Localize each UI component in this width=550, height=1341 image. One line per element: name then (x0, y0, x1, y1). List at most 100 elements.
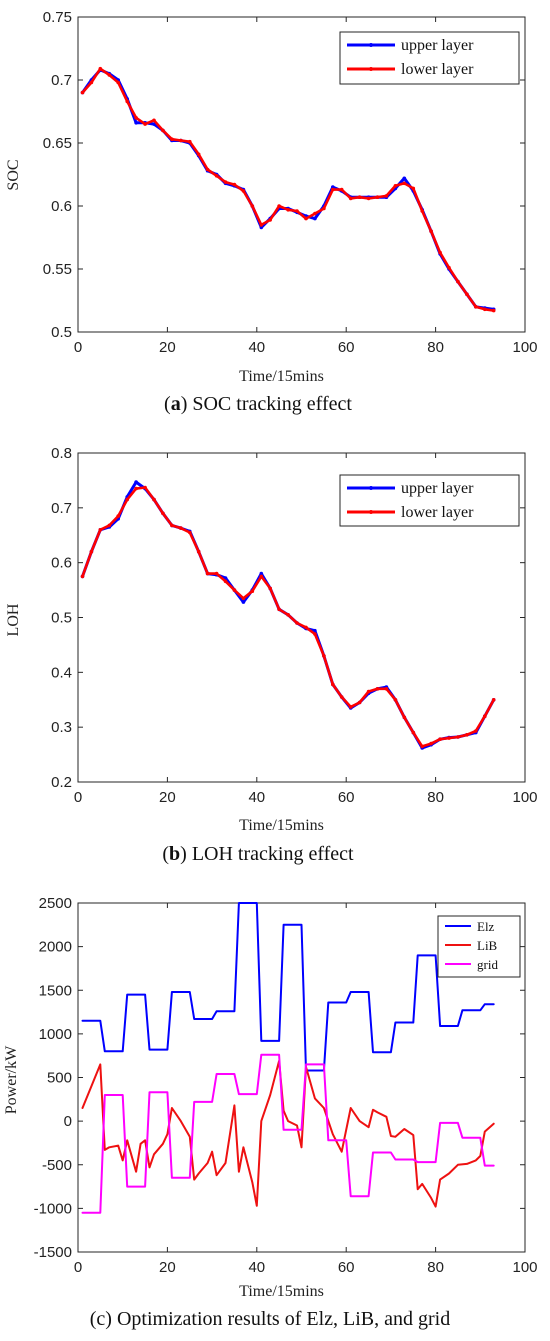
x-axis-label: Time/15mins (239, 1283, 324, 1300)
y-tick-label: 0.5 (51, 610, 72, 627)
caption: (b) LOH tracking effect (162, 843, 354, 865)
series-2-point (89, 549, 94, 554)
y-tick-label: 0.55 (43, 261, 72, 278)
series-2-point (232, 588, 237, 592)
series-2-point (143, 485, 147, 490)
series-2-point (241, 189, 246, 193)
x-axis-label: Time/15mins (239, 368, 324, 385)
series-2-point (116, 514, 120, 518)
series-2-point (89, 80, 94, 85)
series-2-point (250, 204, 255, 208)
series-2-point (491, 698, 496, 702)
series-line-2 (81, 1059, 495, 1208)
series-2-point (179, 526, 183, 530)
series-2-point (268, 586, 273, 591)
legend-label-3: grid (477, 957, 498, 972)
series-2-point (241, 596, 246, 601)
series-2-point (80, 90, 85, 95)
series-2-point (143, 122, 147, 126)
chart-2: 0 20 40 60 80 100 0.2 0.3 0.4 0.5 0.6 0.7 0.8 Time/15… (5, 445, 538, 865)
series-2-point (232, 182, 237, 187)
series-2-point (205, 167, 210, 172)
series-2-point (268, 218, 273, 222)
series-2-point (402, 181, 407, 186)
x-tick-label: 80 (427, 339, 444, 356)
series-2-point (277, 607, 281, 612)
y-tick-label: 0.3 (51, 719, 72, 736)
legend-marker-1 (369, 486, 373, 490)
series-2-point (259, 574, 264, 579)
legend-label-1: Elz (477, 919, 495, 934)
legend-label-2: lower layer (401, 504, 474, 521)
series-2-point (179, 138, 183, 143)
legend-box (339, 31, 520, 85)
series-2-point (384, 194, 389, 198)
series-2-point (196, 549, 201, 554)
y-tick-label: 1000 (39, 1026, 72, 1043)
series-2-point (438, 250, 442, 255)
series-2-point (259, 223, 264, 227)
series-2-point (223, 579, 228, 584)
series-2-point (393, 698, 398, 702)
chart-3: 0 20 40 60 80 100 -1500 -1000 -500 0 500 1000 1500 20… (3, 895, 538, 1330)
series-2-point (384, 687, 389, 691)
series-2-point (366, 196, 371, 201)
series-2-point (188, 139, 192, 144)
series-2-point (125, 497, 129, 502)
series-1-point (134, 480, 138, 484)
series-2-point (474, 305, 478, 309)
series-2-point (402, 715, 407, 720)
series-2-point (393, 184, 398, 188)
series-2-point (80, 574, 85, 579)
series-2-point (304, 625, 308, 630)
y-tick-label: 0.8 (51, 445, 72, 462)
series-line-3 (81, 1053, 495, 1214)
series-1-point (331, 185, 335, 189)
series-2-point (286, 208, 290, 212)
caption: (a) SOC tracking effect (164, 393, 352, 415)
series-2-point (116, 80, 120, 85)
series-2-point (483, 714, 487, 718)
y-axis-label: SOC (5, 159, 22, 190)
series-2-point (286, 613, 290, 617)
series-2-point (304, 216, 308, 221)
series-2-point (322, 654, 326, 658)
y-tick-label: 0.75 (43, 9, 72, 26)
series-1-point (259, 571, 264, 576)
series-line-1 (81, 902, 495, 1072)
legend: Elz LiB grid (437, 915, 521, 978)
series-2-point (107, 73, 112, 77)
legend-marker-2 (369, 67, 373, 71)
series-2-point (348, 705, 353, 709)
series-2-point (331, 187, 335, 192)
y-tick-label: 0.2 (51, 774, 72, 791)
series-2-point (170, 523, 174, 528)
x-tick-label: 80 (427, 1259, 444, 1276)
x-tick-label: 20 (159, 789, 176, 806)
legend-label-2: lower layer (401, 61, 474, 78)
y-tick-label: 0.6 (51, 198, 72, 215)
series-1-point (313, 628, 317, 633)
x-tick-label: 0 (74, 339, 82, 356)
x-tick-label: 60 (338, 339, 355, 356)
series-2-point (348, 196, 353, 201)
series-2-point (322, 206, 326, 211)
series-2-point (277, 204, 281, 208)
series-2-point (295, 209, 299, 213)
series-2-point (188, 530, 192, 535)
series-2-point (438, 737, 442, 741)
series-2-point (134, 116, 138, 120)
y-tick-label: -1000 (34, 1200, 72, 1217)
series-2-point (134, 486, 138, 491)
series-2-point (429, 741, 433, 746)
y-tick-label: 0.6 (51, 555, 72, 572)
series-2-point (125, 99, 129, 104)
series-2-point (339, 187, 344, 192)
series-2-point (366, 689, 371, 694)
y-tick-label: 0 (64, 1113, 72, 1130)
series-2-point (357, 700, 362, 705)
y-tick-label: 0.65 (43, 135, 72, 152)
y-tick-label: 1500 (39, 982, 72, 999)
series-1-point (241, 600, 246, 604)
